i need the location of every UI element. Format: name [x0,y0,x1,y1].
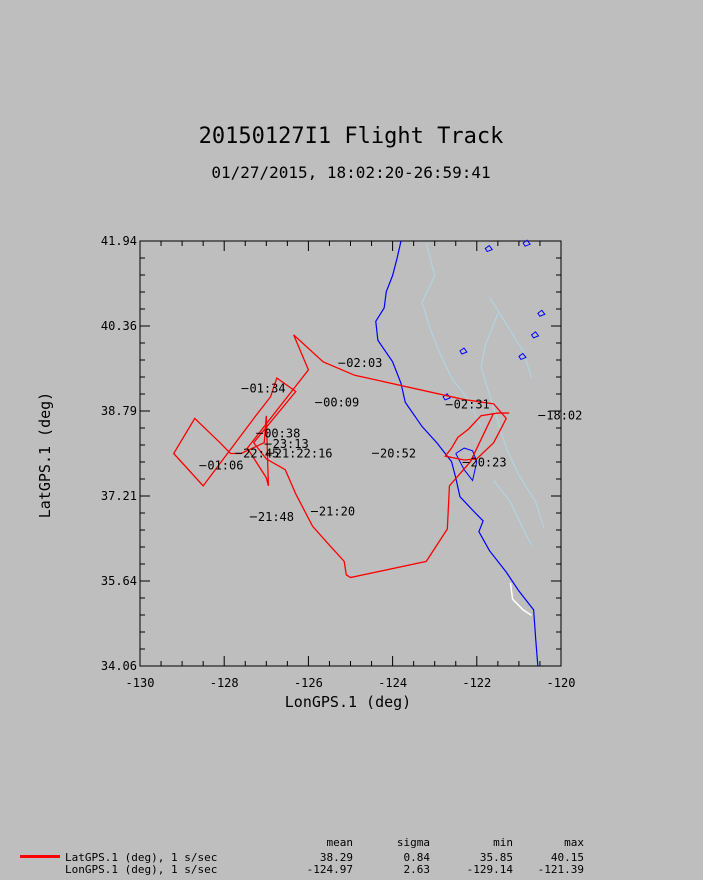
time-label: 00:38 [264,426,300,440]
time-label: 20:52 [380,446,416,460]
stats-lat-min: 35.85 [479,851,513,864]
time-label: 02:31 [454,398,490,412]
track-line-0 [172,334,510,579]
stats-label-lon: LonGPS.1 (deg), 1 s/sec [65,863,218,876]
y-tick-label: 35.64 [101,574,137,588]
time-label: 22:45 [243,446,279,460]
lake-outline [459,347,468,355]
chart-title: 20150127I1 Flight Track [199,124,504,149]
time-label: 20:23 [470,455,506,469]
y-tick-label: 41.94 [101,234,137,248]
lake-outline [484,244,494,253]
stats-lon-sigma: 2.63 [403,863,431,876]
y-axis: 34.06 35.64 37.21 38.79 40.36 41.94 [101,234,561,673]
river-path [493,480,532,546]
river-path [421,243,482,427]
stats-lat-mean: 38.29 [319,851,353,864]
coastline [375,239,546,667]
x-tick-label: -128 [210,676,239,690]
stats-label-lat: LatGPS.1 (deg), 1 s/sec [65,851,218,864]
y-tick-label: 34.06 [101,659,137,673]
time-label: 21:20 [319,505,355,519]
lake-outline [522,239,531,247]
x-tick-label: -122 [462,676,491,690]
time-label: 23:13 [273,437,309,451]
time-label: 01:34 [249,382,285,396]
lake-outline [530,331,540,339]
stats-table: mean sigma min max LatGPS.1 (deg), 1 s/s… [0,836,703,880]
stats-header-sigma: sigma [396,836,430,849]
stats-lon-mean: -124.97 [306,863,353,876]
chart-subtitle: 01/27/2015, 18:02:20-26:59:41 [211,163,490,182]
x-tick-label: -124 [378,676,407,690]
y-axis-label: LatGPS.1 (deg) [36,392,54,518]
time-labels: 02:03 01:34 00:09 02:31 00:3823:1322:4521:22… [199,356,582,524]
coastline-path [375,240,539,667]
y-tick-label: 40.36 [101,319,137,333]
time-label: 01:06 [207,459,243,473]
y-tick-label: 38.79 [101,404,137,418]
stats-header-min: min [493,836,513,849]
x-tick-label: -126 [294,676,323,690]
stats-row-lat: LatGPS.1 (deg), 1 s/sec 38.29 0.84 35.85… [0,851,703,864]
stats-header-max: max [564,836,584,849]
white-river-path [509,582,532,616]
x-axis-label: LonGPS.1 (deg) [285,693,411,711]
stats-lon-max: -121.39 [537,863,584,876]
x-tick-label: -130 [126,676,155,690]
time-label: 00:09 [323,396,359,410]
stats-lat-max: 40.15 [550,851,584,864]
stats-header-mean: mean [326,836,354,849]
stats-lon-min: -129.14 [466,863,513,876]
lake-outline [518,352,527,361]
stats-lat-sigma: 0.84 [403,851,431,864]
stats-row-lon: LonGPS.1 (deg), 1 s/sec -124.97 2.63 -12… [0,863,703,876]
stats-header-row: mean sigma min max [0,836,703,849]
flight-track-series [172,334,510,579]
time-label: 18:02 [546,409,582,423]
time-label: 21:48 [258,510,294,524]
y-tick-label: 37.21 [101,489,137,503]
time-label: 02:03 [346,356,382,370]
plot-area [139,240,562,667]
lake-outline [537,309,546,317]
time-label: 21:22:16 [275,446,333,460]
x-axis: -130 -128 -126 -124 -122 -120 [126,241,576,690]
river-path [489,296,533,379]
legend-line-lat [20,855,60,858]
x-tick-label: -120 [547,676,576,690]
river-path [480,313,545,530]
